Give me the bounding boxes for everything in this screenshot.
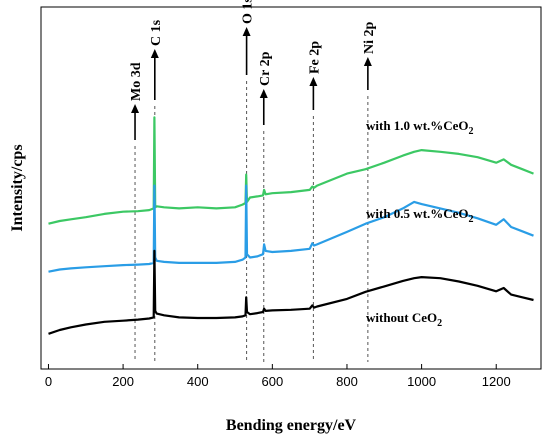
y-axis-title: Intensity/cps: [9, 144, 26, 231]
series-line: [48, 116, 534, 225]
peak-label: Ni 2p: [362, 22, 377, 55]
x-tick-label: 0: [45, 374, 52, 389]
series-label: without CeO2: [366, 310, 442, 329]
peak-arrow-head: [363, 57, 372, 66]
peak-arrow-head: [309, 77, 318, 86]
axis-frame: [40, 6, 542, 370]
peak-arrows: Mo 3d C 1s O 1s Cr 2p Fe 2p Ni 2p: [129, 0, 377, 140]
series-line: [48, 184, 534, 273]
x-tick-label: 600: [261, 374, 283, 389]
peak-label: C 1s: [149, 19, 164, 46]
peak-arrow-head: [259, 89, 268, 98]
x-tick-label: 200: [112, 374, 134, 389]
series-label: with 1.0 wt.%CeO2: [366, 118, 474, 137]
peak-arrow-head: [242, 27, 251, 36]
series-label: with 0.5 wt.%CeO2: [366, 206, 474, 225]
peak-label: Cr 2p: [258, 51, 273, 86]
x-axis-title: Bending energy/eV: [226, 417, 357, 434]
peak-label: O 1s: [241, 0, 256, 24]
peak-marker-lines: [134, 81, 369, 362]
series-line: [48, 249, 534, 335]
peak-label: Fe 2p: [307, 41, 322, 74]
x-tick-label: 800: [336, 374, 358, 389]
x-tick-label: 1200: [482, 374, 511, 389]
x-tick-label: 1000: [407, 374, 436, 389]
x-tick-label: 400: [187, 374, 209, 389]
series-labels: with 1.0 wt.%CeO2 with 0.5 wt.%CeO2 withou…: [366, 118, 474, 329]
series-lines: [48, 116, 534, 335]
peak-arrow-head: [131, 104, 140, 113]
x-axis-ticks: 0 200 400 600 800 1000 1200: [45, 364, 511, 389]
plot-frame: [40, 6, 542, 370]
peak-arrow-head: [150, 49, 159, 58]
peak-label: Mo 3d: [129, 62, 144, 101]
